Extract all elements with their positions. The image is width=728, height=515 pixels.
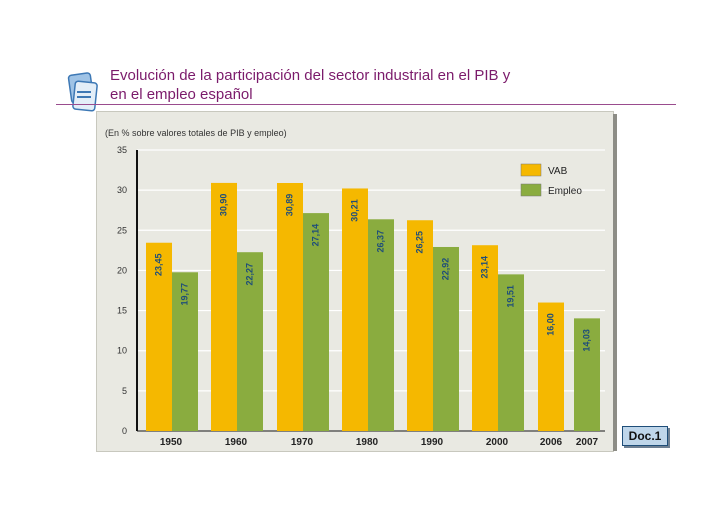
- bar-empleo-1950: [172, 272, 198, 431]
- bar-vab-2000: [472, 245, 498, 431]
- y-tick-label: 0: [122, 426, 127, 436]
- bar-value-label: 23,14: [479, 256, 489, 279]
- legend-label-vab: VAB: [548, 166, 568, 177]
- bar-empleo-1990: [433, 246, 459, 431]
- x-tick-label: 1970: [291, 437, 314, 448]
- bar-value-label: 19,51: [505, 285, 515, 308]
- legend-label-empleo: Empleo: [548, 186, 582, 197]
- y-tick-label: 30: [117, 185, 127, 195]
- bar-empleo-2007: [574, 318, 600, 431]
- x-tick-label: 2000: [486, 437, 509, 448]
- bar-value-label: 22,92: [440, 258, 450, 281]
- document-stack-icon: [67, 72, 98, 112]
- bar-value-label: 26,25: [414, 231, 424, 254]
- bar-empleo-1970: [303, 213, 329, 431]
- bar-value-label: 30,21: [349, 199, 359, 222]
- y-tick-label: 5: [122, 386, 127, 396]
- x-tick-label: 1950: [160, 437, 183, 448]
- chart-title: (En % sobre valores totales de PIB y emp…: [105, 128, 287, 138]
- x-tick-label: 1960: [225, 437, 248, 448]
- doc-badge: Doc.1: [622, 426, 668, 446]
- bar-value-label: 22,27: [244, 263, 254, 286]
- bar-chart: (En % sobre valores totales de PIB y emp…: [105, 128, 605, 448]
- legend-swatch-vab: [520, 163, 542, 177]
- bar-vab-1950: [146, 242, 172, 431]
- bar-vab-2006: [538, 302, 564, 431]
- bar-value-label: 14,03: [581, 329, 591, 352]
- bar-value-label: 16,00: [545, 313, 555, 336]
- bar-value-label: 26,37: [375, 230, 385, 253]
- bar-empleo-2000: [498, 274, 524, 431]
- x-tick-label: 2006: [540, 437, 563, 448]
- bar-value-label: 19,77: [179, 283, 189, 306]
- y-tick-label: 20: [117, 265, 127, 275]
- bar-vab-1980: [342, 188, 368, 431]
- y-tick-label: 10: [117, 346, 127, 356]
- chart-frame: (En % sobre valores totales de PIB y emp…: [96, 111, 617, 452]
- y-tick-label: 15: [117, 306, 127, 316]
- bar-value-label: 23,45: [153, 253, 163, 276]
- x-tick-label: 2007: [576, 437, 599, 448]
- bar-value-label: 30,90: [218, 194, 228, 217]
- bar-empleo-1960: [237, 252, 263, 431]
- x-tick-label: 1980: [356, 437, 379, 448]
- bar-vab-1990: [407, 220, 433, 431]
- bar-value-label: 30,89: [284, 194, 294, 217]
- bar-value-label: 27,14: [310, 224, 320, 247]
- x-tick-label: 1990: [421, 437, 444, 448]
- title-divider: [56, 104, 676, 105]
- y-tick-label: 35: [117, 145, 127, 155]
- bar-vab-1960: [211, 182, 237, 431]
- bar-empleo-1980: [368, 219, 394, 431]
- bar-vab-1970: [277, 182, 303, 431]
- slide-title: Evolución de la participación del sector…: [110, 67, 511, 103]
- legend-swatch-empleo: [520, 183, 542, 197]
- y-tick-label: 25: [117, 225, 127, 235]
